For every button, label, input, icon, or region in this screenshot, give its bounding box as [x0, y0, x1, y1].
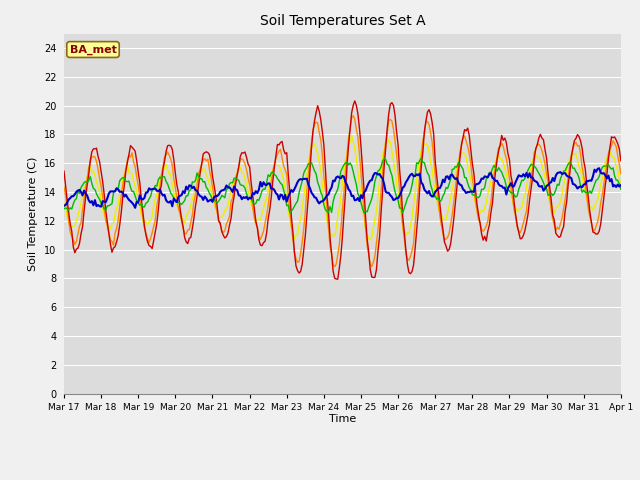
- Text: BA_met: BA_met: [70, 44, 116, 55]
- X-axis label: Time: Time: [329, 414, 356, 424]
- Title: Soil Temperatures Set A: Soil Temperatures Set A: [260, 14, 425, 28]
- Y-axis label: Soil Temperature (C): Soil Temperature (C): [28, 156, 38, 271]
- Legend: -2cm, -4cm, -8cm, -16cm, -32cm: -2cm, -4cm, -8cm, -16cm, -32cm: [166, 477, 518, 480]
